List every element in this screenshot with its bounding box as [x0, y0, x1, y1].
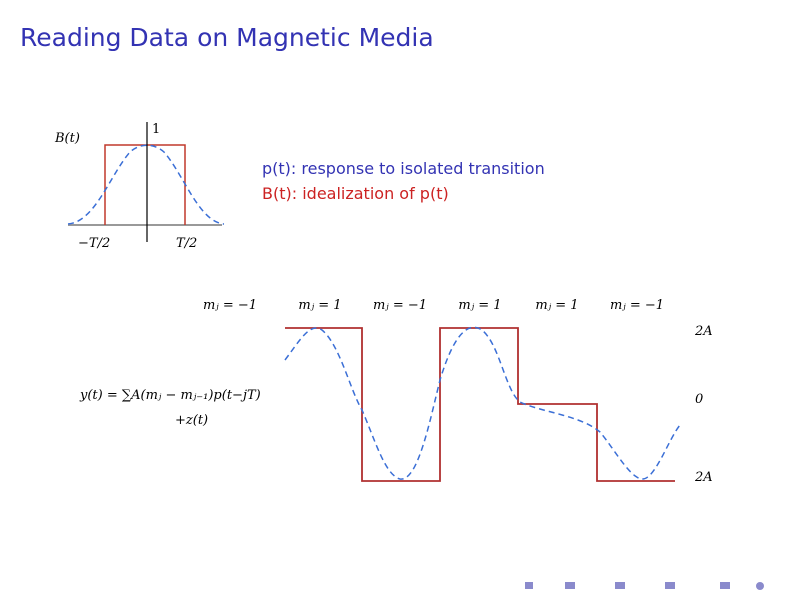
symbol-label: mⱼ = −1 — [610, 298, 664, 313]
idealized-waveform — [285, 327, 675, 482]
nav-search[interactable] — [756, 582, 764, 590]
level-label: 0 — [695, 392, 703, 407]
symbol-label: mⱼ = −1 — [203, 298, 257, 313]
symbol-labels: mⱼ = −1 mⱼ = 1 mⱼ = −1 mⱼ = 1 mⱼ = 1 mⱼ = −1 — [203, 298, 664, 313]
pulse-right-label: T/2 — [176, 236, 197, 251]
level-labels: 2A 0 2A — [694, 324, 713, 485]
nav-icons[interactable] — [525, 582, 764, 590]
noise-term: +z(t) — [175, 413, 208, 428]
level-label: 2A — [694, 324, 713, 339]
nav-section[interactable] — [615, 582, 625, 589]
level-label: 2A — [694, 470, 713, 485]
idealized-pulse — [104, 144, 186, 225]
nav-frame[interactable] — [525, 582, 533, 589]
nav-subsection[interactable] — [565, 582, 575, 589]
nav-align[interactable] — [720, 582, 730, 589]
equation: y(t) = ∑A(mⱼ − mⱼ₋₁)p(t−jT) — [79, 388, 261, 403]
legend-b: B(t): idealization of p(t) — [262, 184, 449, 203]
slide-title: Reading Data on Magnetic Media — [20, 23, 434, 52]
received-waveform — [284, 326, 681, 480]
nav-slide[interactable] — [665, 582, 675, 589]
symbol-label: mⱼ = 1 — [535, 298, 578, 313]
symbol-label: mⱼ = 1 — [298, 298, 341, 313]
legend-p: p(t): response to isolated transition — [262, 159, 545, 178]
symbol-label: mⱼ = −1 — [373, 298, 427, 313]
symbol-label: mⱼ = 1 — [458, 298, 501, 313]
pulse-response — [67, 144, 225, 225]
pulse-y-label: B(t) — [54, 131, 80, 146]
pulse-peak-label: 1 — [152, 122, 160, 137]
pulse-left-label: −T/2 — [78, 236, 110, 251]
